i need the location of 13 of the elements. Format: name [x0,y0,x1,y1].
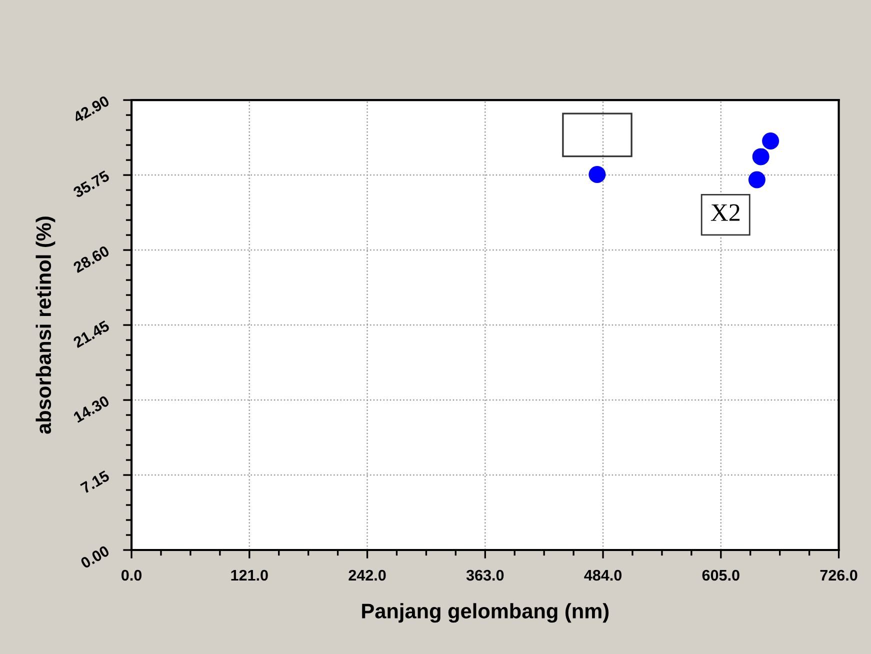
x-tick-label: 363.0 [466,570,504,581]
x-tick-label: 242.0 [348,570,386,581]
y-tick-label: 42.90 [72,95,110,124]
y-tick-label: 7.15 [80,470,110,494]
x-tick-label: 726.0 [820,570,858,581]
annotation: X2 [710,204,740,221]
x-tick-label: 484.0 [584,570,622,581]
y-axis-title: absorbansi retinol (%) [36,216,56,434]
x-tick-label: 121.0 [231,570,268,581]
y-tick-label: 0.00 [80,545,110,569]
x-axis-title: Panjang gelombang (nm) [362,603,609,623]
x-tick-label: 605.0 [702,570,740,581]
x-tick-label: 0.0 [122,570,142,581]
